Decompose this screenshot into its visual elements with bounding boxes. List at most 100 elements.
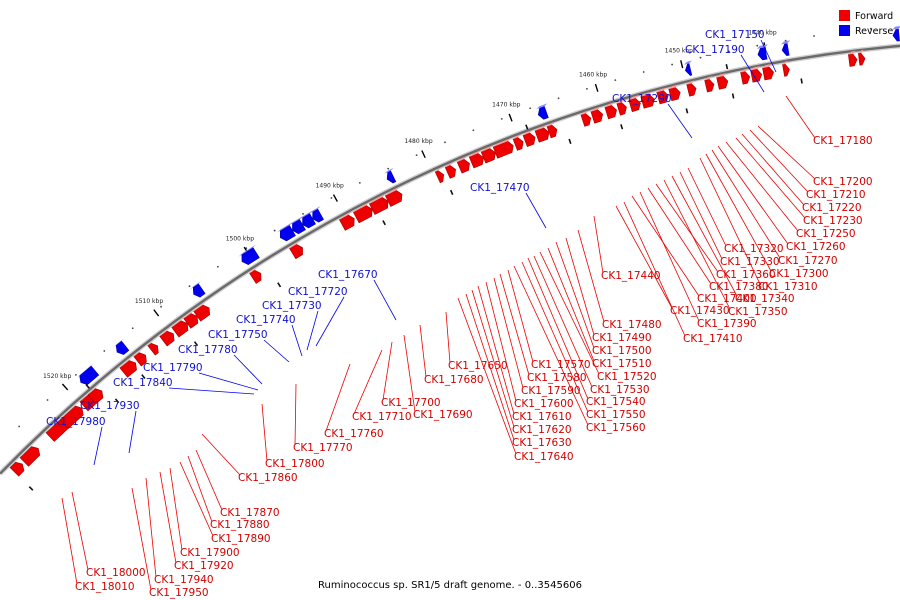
forward-gene-label: CK1_17690	[413, 409, 473, 421]
forward-gene-label: CK1_17300	[769, 268, 829, 280]
forward-gene-block-top	[171, 317, 184, 328]
scale-dot	[586, 87, 588, 90]
reverse-gene-block	[302, 213, 316, 229]
reverse-gene-label: CK1_17930	[80, 400, 140, 412]
forward-leader	[663, 179, 731, 310]
scale-dot	[302, 212, 304, 215]
forward-gene-block	[147, 342, 159, 356]
forward-gene-block	[668, 87, 681, 102]
forward-gene-block-top	[457, 156, 467, 163]
reverse-gene-block-top	[190, 280, 202, 290]
reverse-leader	[306, 310, 319, 351]
forward-gene-block-top	[445, 162, 453, 168]
forward-gene-block	[353, 205, 373, 224]
reverse-gene-block-top	[113, 338, 125, 348]
forward-leader	[261, 403, 268, 462]
forward-gene-label: CK1_17390	[697, 318, 757, 330]
feature-mark	[525, 124, 529, 130]
reverse-leader	[315, 296, 345, 347]
forward-gene-label: CK1_17320	[724, 243, 784, 255]
scale-dot	[529, 107, 532, 110]
reverse-gene-block	[241, 247, 260, 266]
reverse-leader	[168, 387, 255, 395]
forward-gene-label: CK1_17310	[758, 281, 818, 293]
forward-gene-label: CK1_17600	[514, 398, 574, 410]
scale-dot	[273, 229, 276, 232]
forward-gene-block	[133, 352, 147, 367]
tick-mark	[508, 113, 513, 122]
forward-gene-label: CK1_17760	[324, 428, 384, 440]
tick-label: 1500 kbp	[226, 235, 254, 242]
forward-leader	[705, 153, 772, 272]
forward-gene-label: CK1_17340	[735, 293, 795, 305]
forward-gene-block	[87, 388, 104, 405]
forward-gene-block	[704, 78, 715, 93]
forward-gene-label: CK1_17800	[265, 458, 325, 470]
forward-gene-block-top	[704, 76, 713, 81]
forward-leader	[527, 257, 589, 400]
forward-leader	[647, 187, 712, 285]
reverse-leader	[373, 279, 397, 321]
forward-gene-label: CK1_17250	[796, 228, 856, 240]
forward-gene-block	[522, 132, 536, 148]
forward-gene-block-top	[858, 49, 864, 54]
tick-label: 1510 kbp	[135, 298, 163, 305]
forward-gene-block	[782, 63, 790, 77]
scale-dot	[784, 39, 787, 42]
gene-labels: CK1_17150 CK1_17190 CK1_17290 CK1_17470 CK1_…	[46, 29, 873, 599]
scale-dot	[103, 350, 106, 352]
forward-leader	[639, 191, 700, 322]
forward-gene-block	[193, 304, 211, 322]
forward-gene-label: CK1_17530	[590, 384, 650, 396]
reverse-gene-label: CK1_17730	[262, 300, 322, 312]
scale-dot	[642, 71, 645, 73]
forward-gene-block	[9, 461, 25, 477]
forward-gene-block-top	[716, 73, 727, 78]
gene-blocks	[9, 26, 900, 491]
forward-gene-label: CK1_17900	[180, 547, 240, 559]
forward-gene-block	[368, 196, 389, 215]
reverse-leader	[291, 324, 303, 357]
forward-leader	[679, 171, 723, 260]
forward-gene-label: CK1_17580	[527, 372, 587, 384]
tick-label: 1520 kbp	[43, 373, 71, 380]
reverse-leader	[667, 103, 693, 139]
reverse-leader	[760, 39, 777, 73]
forward-gene-label: CK1_17260	[786, 241, 846, 253]
forward-gene-block	[546, 124, 558, 139]
forward-leader	[477, 285, 515, 415]
forward-leader	[187, 455, 213, 523]
forward-gene-label: CK1_17380	[709, 281, 769, 293]
forward-gene-block-top	[193, 301, 206, 312]
forward-gene-block	[590, 109, 604, 124]
forward-leader	[615, 205, 673, 309]
forward-gene-block-top	[590, 106, 601, 112]
tick-label: 1460 kbp	[579, 71, 607, 78]
feature-mark	[800, 78, 803, 84]
forward-gene-block-top	[183, 310, 194, 319]
scale-dot	[699, 56, 702, 59]
forward-gene-label: CK1_17400	[697, 293, 757, 305]
forward-gene-block-top	[133, 349, 143, 357]
reverse-gene-label: CK1_17190	[685, 44, 745, 56]
reverse-gene-block	[312, 208, 324, 223]
forward-gene-label: CK1_17880	[210, 519, 270, 531]
forward-gene-block	[740, 71, 751, 85]
forward-gene-block	[480, 148, 496, 164]
forward-gene-label: CK1_17870	[220, 507, 280, 519]
backbone-line	[0, 44, 900, 475]
forward-gene-block-top	[750, 66, 761, 71]
forward-leader	[485, 281, 517, 402]
feature-mark	[731, 93, 735, 99]
scale-dot	[330, 197, 333, 199]
forward-leader	[382, 341, 393, 401]
forward-leader	[465, 293, 515, 441]
forward-gene-block	[858, 52, 866, 66]
forward-gene-block-top	[782, 61, 788, 65]
reverse-gene-label: CK1_17840	[113, 377, 173, 389]
forward-leader	[547, 247, 595, 362]
forward-gene-block	[750, 68, 763, 83]
forward-gene-block-top	[493, 138, 511, 148]
scale-dot	[557, 97, 560, 100]
